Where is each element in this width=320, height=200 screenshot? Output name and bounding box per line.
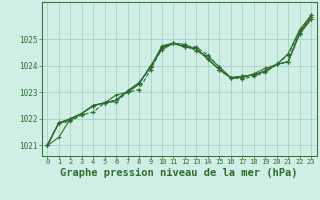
X-axis label: Graphe pression niveau de la mer (hPa): Graphe pression niveau de la mer (hPa) bbox=[60, 168, 298, 178]
